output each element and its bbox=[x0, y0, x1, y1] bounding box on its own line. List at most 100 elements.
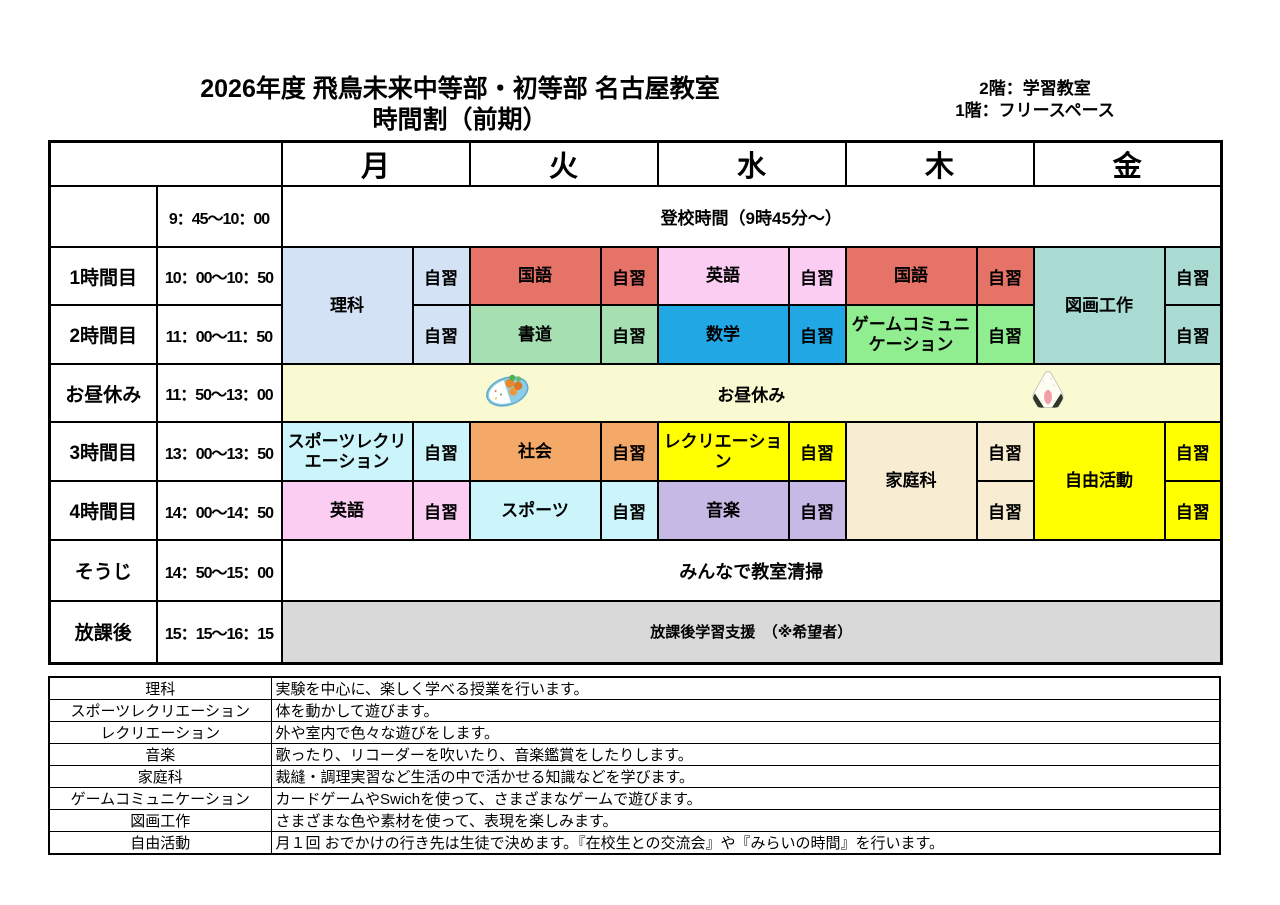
legend-subject: 自由活動 bbox=[48, 831, 272, 855]
period2-time: 11：00～11：50 bbox=[155, 304, 283, 365]
legend-row: ゲームコミュニケーション カードゲームやSwichを使って、さまざまなゲームで遊… bbox=[48, 787, 1221, 810]
cell-p3-wed-subject: レクリエーション bbox=[656, 421, 790, 482]
day-header-mon: 月 bbox=[280, 140, 471, 187]
legend-subject: レクリエーション bbox=[48, 721, 272, 744]
cell-p4-mon-subject: 英語 bbox=[280, 480, 414, 541]
page-title-line1: 2026年度 飛鳥未来中等部・初等部 名古屋教室 bbox=[200, 75, 720, 103]
period3-row: 3時間目 13：00～13：50 スポーツレクリエーション 自習 社会 自習 レ… bbox=[48, 421, 1223, 541]
cell-p1-tue-jishu: 自習 bbox=[599, 246, 659, 306]
cell-p3-thu-jishu: 自習 bbox=[975, 421, 1035, 482]
period1-time: 10：00～10：50 bbox=[155, 246, 283, 306]
legend-subject: ゲームコミュニケーション bbox=[48, 787, 272, 810]
lunch-row: お昼休み 11：50～13：00 bbox=[48, 363, 1223, 423]
cell-p4-fri-jishu: 自習 bbox=[1163, 480, 1223, 541]
afterschool-time: 15：15～16：15 bbox=[155, 600, 283, 664]
cell-p2-tue-subject: 書道 bbox=[468, 304, 602, 365]
day-header-fri: 金 bbox=[1032, 140, 1223, 187]
legend-description: 裁縫・調理実習など生活の中で活かせる知識などを学びます。 bbox=[270, 765, 1221, 788]
cleaning-time: 14：50～15：00 bbox=[155, 539, 283, 602]
period1-label: 1時間目 bbox=[48, 246, 158, 306]
period3-label: 3時間目 bbox=[48, 421, 158, 482]
lunch-content: お昼休み bbox=[284, 370, 1220, 408]
day-header-wed: 水 bbox=[656, 140, 847, 187]
legend-description: 実験を中心に、楽しく学べる授業を行います。 bbox=[270, 676, 1221, 700]
cell-p1-fri-subject: 図画工作 bbox=[1032, 246, 1166, 365]
cell-p3-thu-subject: 家庭科 bbox=[844, 421, 978, 541]
arrival-content: 登校時間（9時45分～） bbox=[280, 185, 1223, 248]
cell-p1-tue-subject: 国語 bbox=[468, 246, 602, 306]
period4-time: 14：00～14：50 bbox=[155, 480, 283, 541]
legend-row: 理科 実験を中心に、楽しく学べる授業を行います。 bbox=[48, 676, 1221, 700]
cell-p2-wed-subject: 数学 bbox=[656, 304, 790, 365]
cell-p3-wed-jishu: 自習 bbox=[787, 421, 847, 482]
legend-description: 外や室内で色々な遊びをします。 bbox=[270, 721, 1221, 744]
cell-p2-thu-subject: ゲームコミュニケーション bbox=[844, 304, 978, 365]
period2-row: 2時間目 11：00～11：50 自習 書道 自習 数学 自習 ゲームコミュニケ… bbox=[48, 304, 1223, 365]
cell-p1-wed-jishu: 自習 bbox=[787, 246, 847, 306]
legend-description: 月１回 おでかけの行き先は生徒で決めます。『在校生との交流会』や『みらいの時間』… bbox=[270, 831, 1221, 855]
cell-p1-wed-subject: 英語 bbox=[656, 246, 790, 306]
arrival-label bbox=[48, 185, 158, 248]
period2-label: 2時間目 bbox=[48, 304, 158, 365]
legend-row: 図画工作 さまざまな色や素材を使って、表現を楽しみます。 bbox=[48, 809, 1221, 832]
onigiri-icon bbox=[1031, 370, 1065, 417]
afterschool-row: 放課後 15：15～16：15 放課後学習支援 （※希望者） bbox=[48, 600, 1223, 664]
legend-description: 体を動かして遊びます。 bbox=[270, 699, 1221, 722]
cell-p1-thu-subject: 国語 bbox=[844, 246, 978, 306]
legend-row: レクリエーション 外や室内で色々な遊びをします。 bbox=[48, 721, 1221, 744]
cell-p4-wed-subject: 音楽 bbox=[656, 480, 790, 541]
cell-p4-tue-jishu: 自習 bbox=[599, 480, 659, 541]
cell-p2-tue-jishu: 自習 bbox=[599, 304, 659, 365]
lunch-time: 11：50～13：00 bbox=[155, 363, 283, 423]
cell-p2-thu-jishu: 自習 bbox=[975, 304, 1035, 365]
cell-p1-mon-subject: 理科 bbox=[280, 246, 414, 365]
legend-subject: 理科 bbox=[48, 676, 272, 700]
cell-p1-fri-jishu: 自習 bbox=[1163, 246, 1223, 306]
cell-p3-mon-subject: スポーツレクリエーション bbox=[280, 421, 414, 482]
period3-time: 13：00～13：50 bbox=[155, 421, 283, 482]
floor-note-line1: 2階：学習教室 bbox=[979, 79, 1091, 98]
lunch-text: お昼休み bbox=[717, 385, 786, 405]
legend-subject: スポーツレクリエーション bbox=[48, 699, 272, 722]
cell-p4-mon-jishu: 自習 bbox=[411, 480, 471, 541]
floor-note: 2階：学習教室 1階：フリースペース bbox=[925, 78, 1145, 122]
cell-p2-mon-jishu: 自習 bbox=[411, 304, 471, 365]
day-header-thu: 木 bbox=[844, 140, 1035, 187]
cell-p3-tue-jishu: 自習 bbox=[599, 421, 659, 482]
legend-description: 歌ったり、リコーダーを吹いたり、音楽鑑賞をしたりします。 bbox=[270, 743, 1221, 766]
cleaning-content: みんなで教室清掃 bbox=[280, 539, 1223, 602]
arrival-row: 9：45～10：00 登校時間（9時45分～） bbox=[48, 185, 1223, 248]
cell-p3-fri-subject: 自由活動 bbox=[1032, 421, 1166, 541]
cleaning-label: そうじ bbox=[48, 539, 158, 602]
legend-description: カードゲームやSwichを使って、さまざまなゲームで遊びます。 bbox=[270, 787, 1221, 810]
day-header-tue: 火 bbox=[468, 140, 659, 187]
cell-p3-mon-jishu: 自習 bbox=[411, 421, 471, 482]
page-title-line2: 時間割（前期） bbox=[372, 106, 548, 135]
period1-row: 1時間目 10：00～10：50 理科 自習 国語 自習 英語 自習 国語 自習… bbox=[48, 246, 1223, 365]
legend-subject: 音楽 bbox=[48, 743, 272, 766]
cell-p1-mon-jishu: 自習 bbox=[411, 246, 471, 306]
lunch-label: お昼休み bbox=[48, 363, 158, 423]
cell-p2-wed-jishu: 自習 bbox=[787, 304, 847, 365]
cell-p3-tue-subject: 社会 bbox=[468, 421, 602, 482]
legend-row: 家庭科 裁縫・調理実習など生活の中で活かせる知識などを学びます。 bbox=[48, 765, 1221, 788]
period4-label: 4時間目 bbox=[48, 480, 158, 541]
cell-p1-thu-jishu: 自習 bbox=[975, 246, 1035, 306]
floor-note-line2: 1階：フリースペース bbox=[955, 101, 1115, 121]
cell-p2-fri-jishu: 自習 bbox=[1163, 304, 1223, 365]
legend-table: 理科 実験を中心に、楽しく学べる授業を行います。 スポーツレクリエーション 体を… bbox=[48, 676, 1221, 855]
cell-p3-fri-jishu: 自習 bbox=[1163, 421, 1223, 482]
timetable: 月 火 水 木 金 9：45～10：00 登校時間（9時45分～） 1時間目 1… bbox=[48, 140, 1223, 665]
bento-box-icon bbox=[483, 371, 531, 416]
legend-row: 自由活動 月１回 おでかけの行き先は生徒で決めます。『在校生との交流会』や『みら… bbox=[48, 831, 1221, 855]
afterschool-content: 放課後学習支援 （※希望者） bbox=[280, 600, 1223, 664]
lunch-content-cell: お昼休み bbox=[280, 363, 1223, 423]
legend-row: スポーツレクリエーション 体を動かして遊びます。 bbox=[48, 699, 1221, 722]
day-header-row: 月 火 水 木 金 bbox=[48, 140, 1223, 187]
cell-p4-wed-jishu: 自習 bbox=[787, 480, 847, 541]
cell-p4-tue-subject: スポーツ bbox=[468, 480, 602, 541]
legend-row: 音楽 歌ったり、リコーダーを吹いたり、音楽鑑賞をしたりします。 bbox=[48, 743, 1221, 766]
legend-subject: 家庭科 bbox=[48, 765, 272, 788]
afterschool-label: 放課後 bbox=[48, 600, 158, 664]
